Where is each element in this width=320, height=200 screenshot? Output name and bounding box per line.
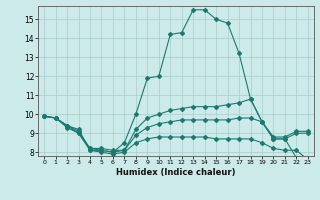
X-axis label: Humidex (Indice chaleur): Humidex (Indice chaleur) [116, 168, 236, 177]
